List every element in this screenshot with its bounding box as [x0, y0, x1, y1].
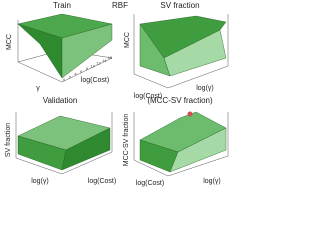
- figure-title: RBF: [112, 1, 128, 10]
- marker: [187, 111, 193, 117]
- x-tick-label: 2: [69, 74, 72, 79]
- x-tick-label: 16: [108, 55, 113, 60]
- panel-validation: Validation SV fraction log(γ) log(Cost): [5, 96, 116, 185]
- panel-title: Validation: [43, 96, 78, 105]
- surface: [169, 127, 227, 173]
- x-tick-label: 6: [80, 69, 83, 74]
- panel-mcc-sv-fraction: (MCC-SV fraction) MCC-SV fraction log(Co…: [123, 96, 229, 187]
- y-label: SV fraction: [5, 123, 12, 157]
- panel-sv-fraction: SV fraction MCC log(Cost) log(γ): [124, 1, 229, 100]
- z-label: log(γ): [203, 178, 221, 185]
- z-label: γ: [36, 85, 40, 92]
- x-tick-label: 12: [96, 61, 101, 66]
- x-label: log(Cost): [88, 178, 116, 185]
- axes-box: [133, 14, 229, 89]
- x-label: log(Cost): [134, 93, 162, 100]
- axes-box: [133, 112, 229, 177]
- surface: [61, 23, 113, 79]
- axes-box: [15, 112, 113, 175]
- panel-title: (MCC-SV fraction): [147, 96, 213, 105]
- x-tick-label: 14: [102, 58, 107, 63]
- x-tick-label: 0: [63, 77, 66, 82]
- z-label: log(γ): [31, 178, 49, 185]
- y-label: MCC-SV fraction: [123, 114, 130, 167]
- panel-title: Train: [53, 1, 71, 10]
- y-label: MCC: [124, 32, 131, 48]
- surface: [163, 29, 227, 77]
- z-label: log(γ): [196, 85, 214, 92]
- figure: RBF Train MCC log(Cost) γ 0246810121416 …: [5, 1, 229, 187]
- surface: [61, 127, 111, 171]
- panel-title: SV fraction: [160, 1, 199, 10]
- x-label: log(Cost): [136, 180, 164, 187]
- y-label: MCC: [6, 34, 13, 50]
- x-tick-label: 10: [91, 63, 96, 68]
- x-tick-label: 8: [86, 66, 89, 71]
- x-tick-label: 4: [74, 72, 77, 77]
- x-label: log(Cost): [81, 77, 109, 84]
